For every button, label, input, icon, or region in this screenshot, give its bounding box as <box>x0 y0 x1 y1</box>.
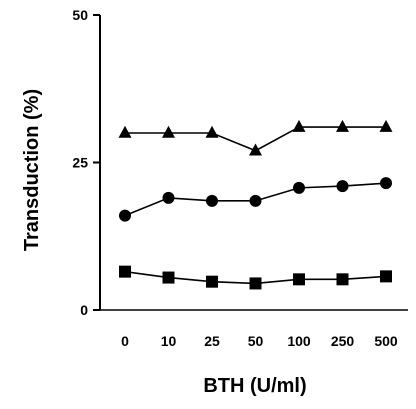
circle-marker <box>380 177 392 190</box>
labels: BTH (U/ml) Transduction (%) <box>21 89 307 397</box>
x-tick-label: 500 <box>374 333 398 349</box>
x-tick-label: 10 <box>161 333 177 349</box>
x-tick-label: 0 <box>121 333 129 349</box>
square-marker <box>249 277 262 290</box>
square-marker <box>380 270 392 283</box>
square-marker <box>206 275 218 288</box>
triangle-marker <box>379 119 393 132</box>
circle-marker <box>162 191 175 204</box>
y-tick-label: 25 <box>72 155 88 171</box>
triangle-marker <box>292 119 306 132</box>
triangle-marker <box>249 143 262 156</box>
series-layer <box>118 119 393 290</box>
square-marker <box>162 271 175 284</box>
x-tick-label: 25 <box>204 333 220 349</box>
x-tick-label: 250 <box>331 333 355 349</box>
circle-marker <box>119 209 131 222</box>
series-square <box>119 265 392 290</box>
circle-marker <box>249 194 262 207</box>
y-tick-label: 50 <box>72 7 88 23</box>
x-tick-label: 50 <box>248 333 264 349</box>
triangle-marker <box>162 125 175 138</box>
x-axis-title: BTH (U/ml) <box>203 375 306 397</box>
triangle-marker <box>118 125 132 138</box>
square-marker <box>293 273 305 286</box>
circle-marker <box>293 181 305 194</box>
square-marker <box>119 265 131 278</box>
y-axis-title: Transduction (%) <box>21 89 43 251</box>
series-triangle <box>118 119 393 156</box>
y-tick-label: 0 <box>80 302 88 318</box>
circle-marker <box>206 194 218 207</box>
triangle-marker <box>336 119 349 132</box>
circle-marker <box>336 180 349 193</box>
series-circle <box>119 177 392 222</box>
x-tick-label: 100 <box>287 333 311 349</box>
triangle-marker <box>205 125 219 138</box>
square-marker <box>336 273 349 286</box>
